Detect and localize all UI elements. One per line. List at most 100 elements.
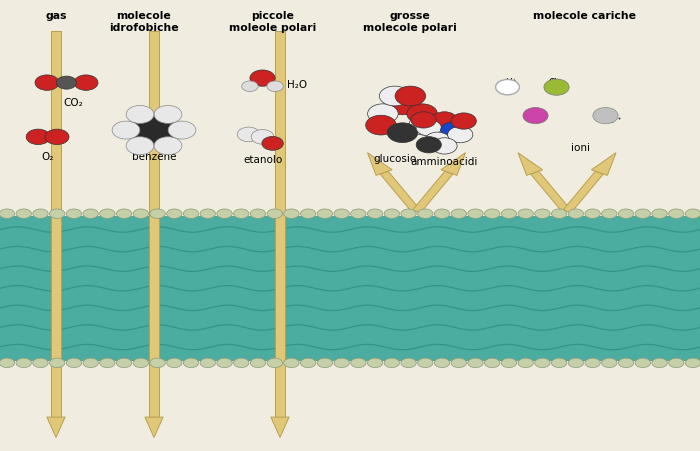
Text: gas: gas xyxy=(46,11,66,21)
Circle shape xyxy=(251,130,274,145)
Ellipse shape xyxy=(66,209,82,219)
Ellipse shape xyxy=(217,358,232,368)
Circle shape xyxy=(407,105,438,124)
Circle shape xyxy=(409,116,440,136)
Ellipse shape xyxy=(0,358,15,368)
Circle shape xyxy=(267,82,284,92)
Text: grosse
molecole polari: grosse molecole polari xyxy=(363,11,456,33)
Circle shape xyxy=(496,80,519,96)
Circle shape xyxy=(45,130,69,145)
Ellipse shape xyxy=(552,209,567,219)
Ellipse shape xyxy=(535,358,550,368)
Ellipse shape xyxy=(351,209,366,219)
Ellipse shape xyxy=(133,209,148,219)
Ellipse shape xyxy=(501,358,517,368)
Ellipse shape xyxy=(33,209,48,219)
Ellipse shape xyxy=(518,209,533,219)
Ellipse shape xyxy=(585,358,601,368)
Circle shape xyxy=(544,80,569,96)
Ellipse shape xyxy=(317,209,332,219)
Polygon shape xyxy=(368,153,392,176)
Ellipse shape xyxy=(183,209,199,219)
Ellipse shape xyxy=(150,209,165,219)
Ellipse shape xyxy=(568,209,584,219)
Ellipse shape xyxy=(66,358,82,368)
Ellipse shape xyxy=(334,358,349,368)
Ellipse shape xyxy=(401,209,416,219)
Ellipse shape xyxy=(200,209,216,219)
Ellipse shape xyxy=(351,358,366,368)
Circle shape xyxy=(154,106,182,124)
Ellipse shape xyxy=(234,358,249,368)
Ellipse shape xyxy=(133,358,148,368)
Ellipse shape xyxy=(601,209,617,219)
Ellipse shape xyxy=(552,358,567,368)
Ellipse shape xyxy=(99,358,115,368)
Polygon shape xyxy=(592,153,616,176)
Ellipse shape xyxy=(468,358,483,368)
Polygon shape xyxy=(47,417,65,437)
Ellipse shape xyxy=(0,209,15,219)
Ellipse shape xyxy=(267,209,282,219)
Ellipse shape xyxy=(652,358,667,368)
Circle shape xyxy=(126,138,154,155)
Ellipse shape xyxy=(99,209,115,219)
Text: H₂O: H₂O xyxy=(287,80,307,90)
Ellipse shape xyxy=(484,209,500,219)
Circle shape xyxy=(451,114,476,130)
Polygon shape xyxy=(563,172,603,213)
Ellipse shape xyxy=(167,209,182,219)
Circle shape xyxy=(130,115,178,146)
Text: glucosio: glucosio xyxy=(374,153,417,163)
Ellipse shape xyxy=(501,209,517,219)
Ellipse shape xyxy=(451,358,466,368)
Ellipse shape xyxy=(317,358,332,368)
Ellipse shape xyxy=(150,358,165,368)
Ellipse shape xyxy=(668,358,684,368)
Circle shape xyxy=(416,120,442,137)
Ellipse shape xyxy=(685,358,700,368)
Ellipse shape xyxy=(183,358,199,368)
Ellipse shape xyxy=(116,358,132,368)
Text: Cl⁻: Cl⁻ xyxy=(548,78,562,87)
Text: piccole
moleole polari: piccole moleole polari xyxy=(230,11,316,33)
Ellipse shape xyxy=(568,358,584,368)
Circle shape xyxy=(416,137,442,153)
Ellipse shape xyxy=(334,209,349,219)
Ellipse shape xyxy=(434,358,449,368)
Circle shape xyxy=(241,82,258,92)
Text: O₂: O₂ xyxy=(41,152,54,162)
Text: amminoacidi: amminoacidi xyxy=(411,156,478,166)
Circle shape xyxy=(154,138,182,155)
Text: etanolo: etanolo xyxy=(243,154,282,164)
Circle shape xyxy=(365,116,396,136)
Ellipse shape xyxy=(83,209,99,219)
Ellipse shape xyxy=(368,358,383,368)
Circle shape xyxy=(441,123,466,139)
Text: molecole cariche: molecole cariche xyxy=(533,11,636,21)
Ellipse shape xyxy=(200,358,216,368)
Circle shape xyxy=(250,71,275,87)
Circle shape xyxy=(432,112,457,129)
Text: H⁺: H⁺ xyxy=(505,78,517,87)
Ellipse shape xyxy=(251,209,266,219)
Ellipse shape xyxy=(300,209,316,219)
Circle shape xyxy=(387,96,418,115)
Ellipse shape xyxy=(585,209,601,219)
Polygon shape xyxy=(0,216,700,361)
Circle shape xyxy=(432,138,457,155)
Circle shape xyxy=(126,106,154,124)
Text: molecole
idrofobiche: molecole idrofobiche xyxy=(108,11,178,33)
Circle shape xyxy=(395,87,426,106)
Circle shape xyxy=(35,76,59,91)
Ellipse shape xyxy=(33,358,48,368)
Polygon shape xyxy=(271,417,289,437)
Ellipse shape xyxy=(50,209,65,219)
Polygon shape xyxy=(145,417,163,437)
Ellipse shape xyxy=(618,358,634,368)
Text: ioni: ioni xyxy=(571,143,591,153)
Ellipse shape xyxy=(635,358,650,368)
Ellipse shape xyxy=(451,209,466,219)
Circle shape xyxy=(74,76,98,91)
Ellipse shape xyxy=(401,358,416,368)
